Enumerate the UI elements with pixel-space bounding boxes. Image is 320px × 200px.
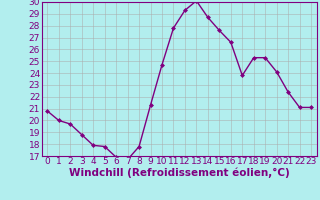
X-axis label: Windchill (Refroidissement éolien,°C): Windchill (Refroidissement éolien,°C) <box>69 168 290 178</box>
